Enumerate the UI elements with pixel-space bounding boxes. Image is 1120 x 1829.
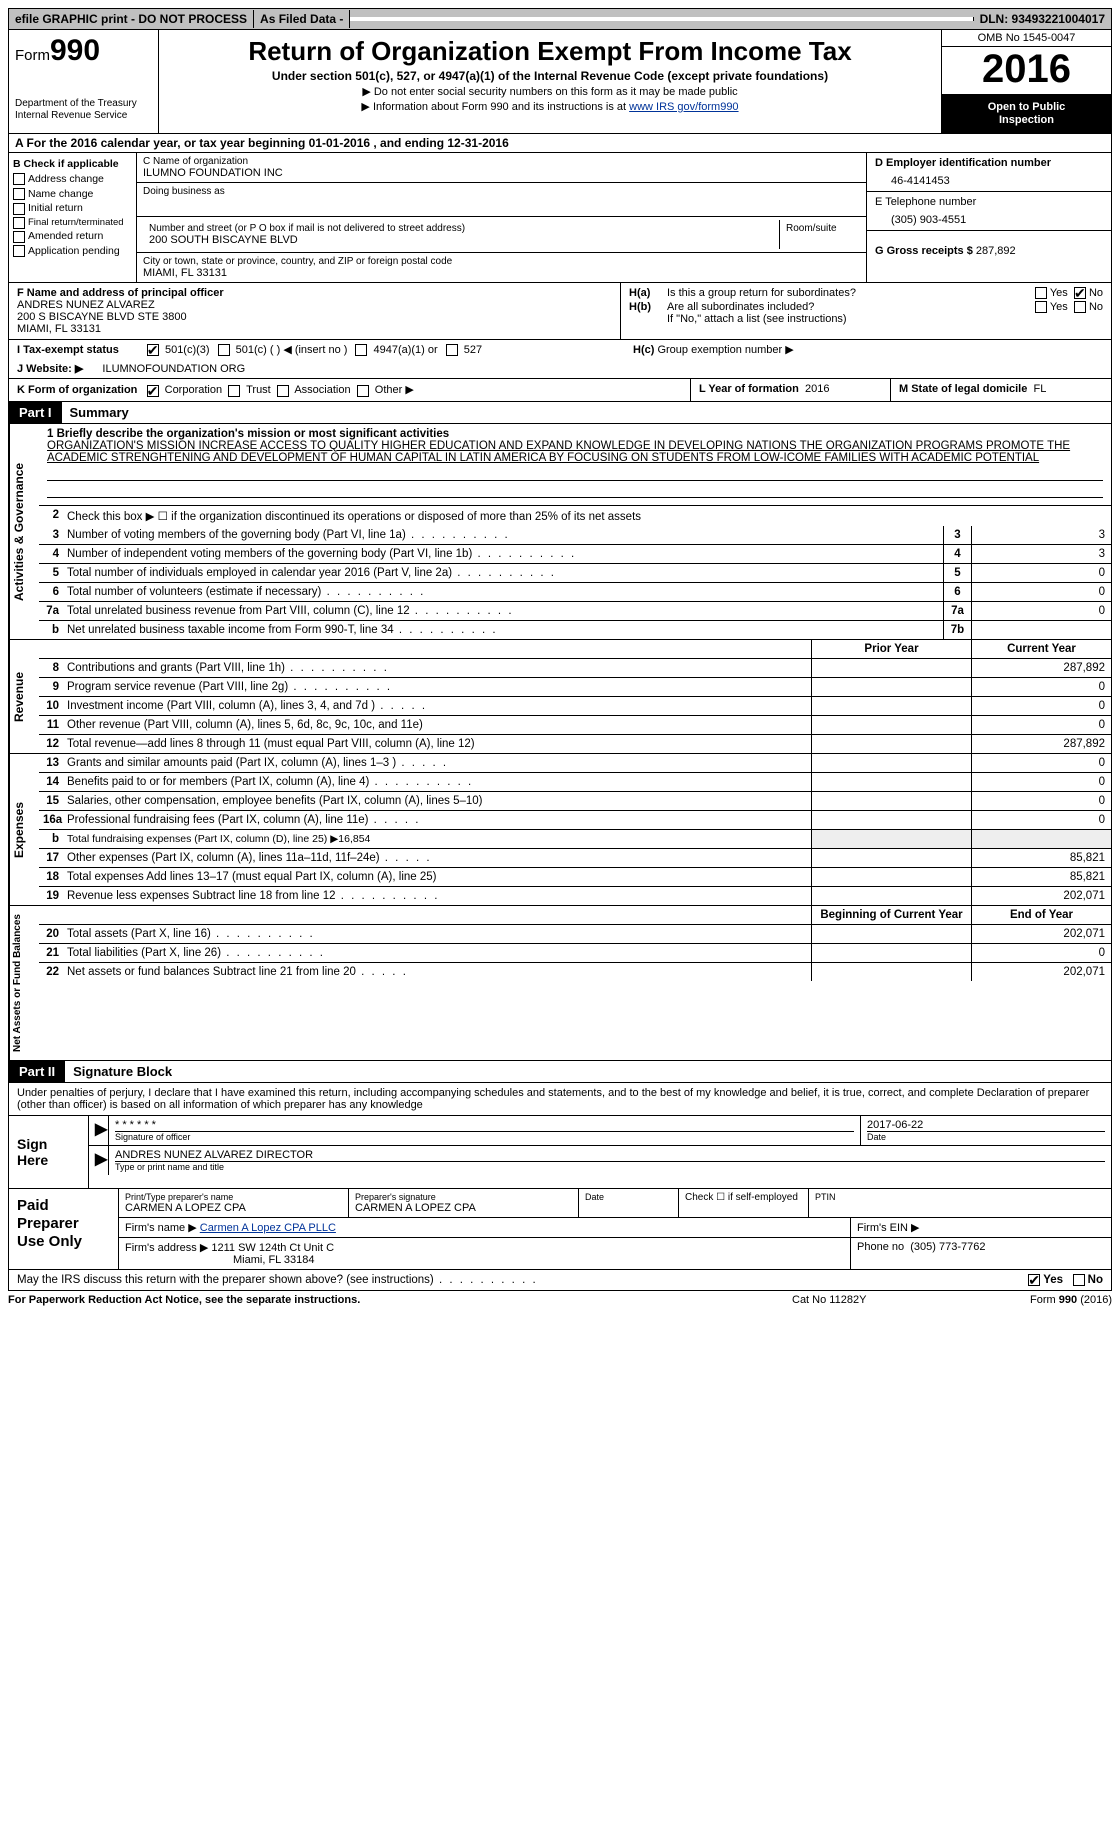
preparer-name: CARMEN A LOPEZ CPA <box>125 1202 342 1214</box>
cb-initial[interactable]: Initial return <box>13 201 132 216</box>
cb-501c3[interactable] <box>147 344 159 356</box>
part2-header: Part II Signature Block <box>8 1061 1112 1083</box>
note1: ▶ Do not enter social security numbers o… <box>167 85 933 98</box>
firm-addr1: 1211 SW 124th Ct Unit C <box>211 1242 334 1254</box>
paid-preparer-label: Paid Preparer Use Only <box>9 1189 119 1269</box>
firm-addr2: Miami, FL 33184 <box>125 1254 315 1266</box>
vlabel-rev: Revenue <box>9 640 39 753</box>
paid-preparer-block: Paid Preparer Use Only Print/Type prepar… <box>8 1189 1112 1270</box>
row-i: I Tax-exempt status 501(c)(3) 501(c) ( )… <box>8 340 1112 359</box>
tax-year: 2016 <box>942 47 1111 95</box>
dln: DLN: 93493221004017 <box>974 10 1111 28</box>
form-title: Return of Organization Exempt From Incom… <box>167 36 933 67</box>
vlabel-net: Net Assets or Fund Balances <box>9 906 39 1060</box>
sign-here-block: Sign Here ▶ * * * * * * Signature of off… <box>8 1116 1112 1189</box>
vlabel-exp: Expenses <box>9 754 39 905</box>
form-subtitle: Under section 501(c), 527, or 4947(a)(1)… <box>167 69 933 83</box>
ha-yes[interactable] <box>1035 287 1047 299</box>
city-cell: City or town, state or province, country… <box>137 253 866 282</box>
dba-cell: Doing business as <box>137 183 866 217</box>
hb-yes[interactable] <box>1035 301 1047 313</box>
asfiled-label: As Filed Data - <box>254 10 350 28</box>
arrow-icon: ▶ <box>95 1151 107 1168</box>
firm-phone: (305) 773-7762 <box>910 1241 985 1253</box>
officer-name: ANDRES NUNEZ ALVAREZ DIRECTOR <box>115 1149 1105 1161</box>
row-j: J Website: ▶ ILUMNOFOUNDATION ORG <box>8 359 1112 379</box>
row-fh: F Name and address of principal officer … <box>8 283 1112 340</box>
omb: OMB No 1545-0047 <box>942 30 1111 47</box>
cb-name[interactable]: Name change <box>13 187 132 202</box>
ein-cell: D Employer identification number 46-4141… <box>867 153 1111 192</box>
hb-no[interactable] <box>1074 301 1086 313</box>
cb-final[interactable]: Final return/terminated <box>13 216 132 229</box>
cb-4947[interactable] <box>355 344 367 356</box>
phone-cell: E Telephone number (305) 903-4551 <box>867 192 1111 231</box>
cb-corp[interactable] <box>147 385 159 397</box>
cb-address[interactable]: Address change <box>13 172 132 187</box>
cb-pending[interactable]: Application pending <box>13 244 132 259</box>
city: MIAMI, FL 33131 <box>143 267 860 279</box>
efile-label: efile GRAPHIC print - DO NOT PROCESS <box>9 10 254 28</box>
discuss-yes[interactable] <box>1028 1274 1040 1286</box>
vlabel-gov: Activities & Governance <box>9 424 39 639</box>
street: 200 SOUTH BISCAYNE BLVD <box>149 234 773 246</box>
header-left: Form990 Department of the Treasury Inter… <box>9 30 159 133</box>
discuss-row: May the IRS discuss this return with the… <box>8 1270 1112 1291</box>
sig-stars: * * * * * * <box>115 1119 854 1131</box>
section-revenue: Revenue Prior YearCurrent Year 8Contribu… <box>8 640 1112 754</box>
col-c: C Name of organization ILUMNO FOUNDATION… <box>137 153 866 282</box>
b-title: B Check if applicable <box>13 157 132 172</box>
cb-trust[interactable] <box>228 385 240 397</box>
section-governance: Activities & Governance 1 Briefly descri… <box>8 424 1112 640</box>
sig-intro: Under penalties of perjury, I declare th… <box>8 1083 1112 1116</box>
cb-assoc[interactable] <box>277 385 289 397</box>
arrow-icon: ▶ <box>95 1121 107 1138</box>
open-inspection: Open to PublicInspection <box>942 95 1111 133</box>
form-header: Form990 Department of the Treasury Inter… <box>8 30 1112 134</box>
cb-other[interactable] <box>357 385 369 397</box>
sig-date: 2017-06-22 <box>867 1119 1105 1131</box>
page-footer: For Paperwork Reduction Act Notice, see … <box>8 1291 1112 1309</box>
col-d: D Employer identification number 46-4141… <box>866 153 1111 282</box>
preparer-sig: CARMEN A LOPEZ CPA <box>355 1202 572 1214</box>
irs-link[interactable]: www IRS gov/form990 <box>629 101 738 113</box>
note2: ▶ Information about Form 990 and its ins… <box>167 100 933 113</box>
gross-cell: G Gross receipts $ 287,892 <box>867 231 1111 267</box>
ein: 46-4141453 <box>875 169 1103 187</box>
header-right: OMB No 1545-0047 2016 Open to PublicInsp… <box>941 30 1111 133</box>
header-center: Return of Organization Exempt From Incom… <box>159 30 941 133</box>
form-of-org: K Form of organization Corporation Trust… <box>9 379 691 400</box>
row-klm: K Form of organization Corporation Trust… <box>8 379 1112 401</box>
year-formation: L Year of formation 2016 <box>691 379 891 400</box>
part1-header: Part I Summary <box>8 402 1112 424</box>
form-number: Form990 <box>15 34 152 68</box>
cb-527[interactable] <box>446 344 458 356</box>
sign-here-label: Sign Here <box>9 1116 89 1188</box>
org-name-cell: C Name of organization ILUMNO FOUNDATION… <box>137 153 866 183</box>
website: ILUMNOFOUNDATION ORG <box>102 363 245 375</box>
section-expenses: Expenses 13Grants and similar amounts pa… <box>8 754 1112 906</box>
mission-text: ORGANIZATION'S MISSION INCREASE ACCESS T… <box>47 440 1103 464</box>
group-return: H(a) Is this a group return for subordin… <box>621 283 1111 339</box>
mission-block: 1 Briefly describe the organization's mi… <box>39 424 1111 506</box>
state-domicile: M State of legal domicile FL <box>891 379 1111 400</box>
addr-cell: Number and street (or P O box if mail is… <box>137 217 866 253</box>
ha-no[interactable] <box>1074 287 1086 299</box>
section-netassets: Net Assets or Fund Balances Beginning of… <box>8 906 1112 1061</box>
row-a: A For the 2016 calendar year, or tax yea… <box>8 134 1112 153</box>
cb-amended[interactable]: Amended return <box>13 229 132 244</box>
principal-officer: F Name and address of principal officer … <box>9 283 621 339</box>
dept: Department of the Treasury Internal Reve… <box>15 98 152 122</box>
top-bar: efile GRAPHIC print - DO NOT PROCESS As … <box>8 8 1112 30</box>
spacer <box>350 17 973 21</box>
firm-link[interactable]: Carmen A Lopez CPA PLLC <box>200 1222 336 1234</box>
phone: (305) 903-4551 <box>875 208 1103 226</box>
gross-receipts: 287,892 <box>976 245 1016 257</box>
discuss-no[interactable] <box>1073 1274 1085 1286</box>
cb-501c[interactable] <box>218 344 230 356</box>
section-bcd: B Check if applicable Address change Nam… <box>8 153 1112 283</box>
org-name: ILUMNO FOUNDATION INC <box>143 167 860 179</box>
col-b: B Check if applicable Address change Nam… <box>9 153 137 282</box>
